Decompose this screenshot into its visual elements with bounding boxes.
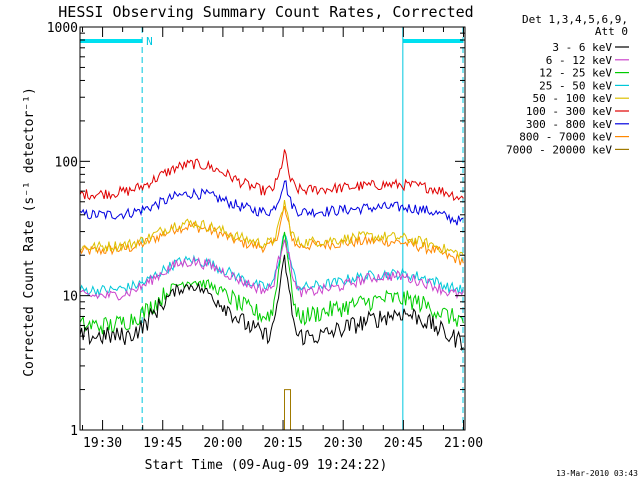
x-tick-label-5: 20:45 [384,436,423,451]
plot-frame [79,26,466,431]
y-tick-label-2: 100 [55,155,78,170]
x-tick-label-4: 20:30 [324,436,363,451]
x-tick-label-6: 21:00 [444,436,483,451]
series-line-0 [79,254,464,351]
series-line-1 [79,239,464,301]
x-tick-label-3: 20:15 [263,436,302,451]
legend-label-5: 100 - 300 keV [526,105,612,118]
series-line-5 [79,149,464,202]
legend-label-6: 300 - 800 keV [526,118,612,131]
plot-border [79,26,466,431]
y-tick-label-0: 1 [70,424,78,439]
y-axis-label: Corrected Count Rate (s⁻¹ detector⁻¹) [22,87,37,377]
axes: 1 10 100 1000 19:30 19:45 20:00 20:15 20:30 20:45… [47,21,483,451]
series-line-6 [79,180,464,226]
night-marker: N [146,35,153,48]
legend-label-7: 800 - 7000 keV [519,131,612,144]
y-tick-label-3: 1000 [47,21,78,36]
x-tick-label-0: 19:30 [83,436,122,451]
chart-title: HESSI Observing Summary Count Rates, Cor… [58,3,473,21]
legend-label-3: 25 - 50 keV [539,79,612,92]
series-line-4 [79,200,464,259]
series-line-8 [176,389,297,431]
legend-label-1: 6 - 12 keV [546,54,613,67]
timestamp-label: 13-Mar-2010 03:43 [556,469,638,478]
legend-label-2: 12 - 25 keV [539,67,612,80]
legend-label-8: 7000 - 20000 keV [506,143,612,156]
legend-label-4: 50 - 100 keV [533,92,613,105]
x-tick-label-1: 19:45 [143,436,182,451]
legend-header-line-1: Att 0 [595,25,628,38]
y-tick-label-1: 10 [62,290,78,305]
legend-label-0: 3 - 6 keV [552,41,612,54]
data-layer: N [79,27,464,431]
x-axis-label: Start Time (09-Aug-09 19:24:22) [145,458,388,473]
x-tick-label-2: 20:00 [203,436,242,451]
legend-header-line-0: Det 1,3,4,5,6,9, [522,13,628,26]
